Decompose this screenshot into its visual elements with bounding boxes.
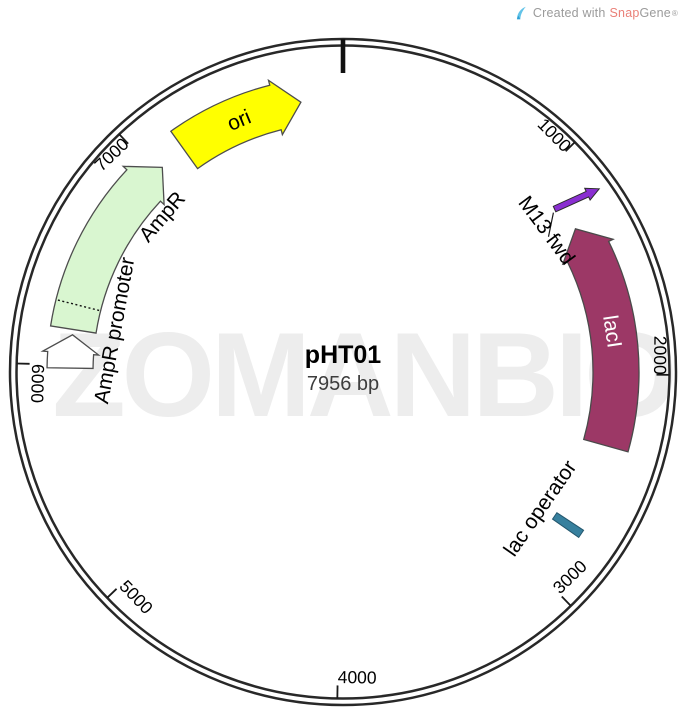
- feature-arrow-ampr: [49, 165, 165, 334]
- feature-label-lac-operator: lac operator: [499, 456, 581, 560]
- feature-primer-m13-fwd: [552, 187, 601, 213]
- feature-leader-m13-fwd: [547, 212, 555, 237]
- feature-label-laci: lacI: [598, 314, 626, 350]
- tick-5000: [106, 588, 118, 599]
- created-with-text: Created with: [532, 6, 606, 20]
- plasmid-title: pHT01: [305, 341, 382, 369]
- tick-1000: [565, 141, 576, 152]
- tick-3000: [561, 595, 572, 607]
- tick-label-4000: 4000: [338, 667, 378, 688]
- feature-arrow-laci: [561, 228, 640, 453]
- registered-mark: ®: [671, 8, 678, 18]
- tick-7000: [118, 133, 129, 145]
- tick-label-6000: 6000: [27, 364, 48, 404]
- plasmid-size: 7956 bp: [307, 373, 379, 395]
- feature-arrow-ori: [169, 78, 302, 170]
- snapgene-attribution: Created with Snap Gene ®: [514, 6, 678, 20]
- brand-snap-text: Snap: [609, 6, 640, 20]
- feature-block-lac-operator: [551, 512, 585, 539]
- brand-gene-text: Gene: [639, 6, 671, 20]
- watermark: ZOMANBIO: [52, 308, 673, 442]
- tick-label-2000: 2000: [650, 336, 670, 375]
- tick-label-1000: 1000: [534, 114, 576, 156]
- feature-arrow-ampr-promoter: [40, 334, 101, 370]
- snapgene-logo-icon: [516, 6, 526, 20]
